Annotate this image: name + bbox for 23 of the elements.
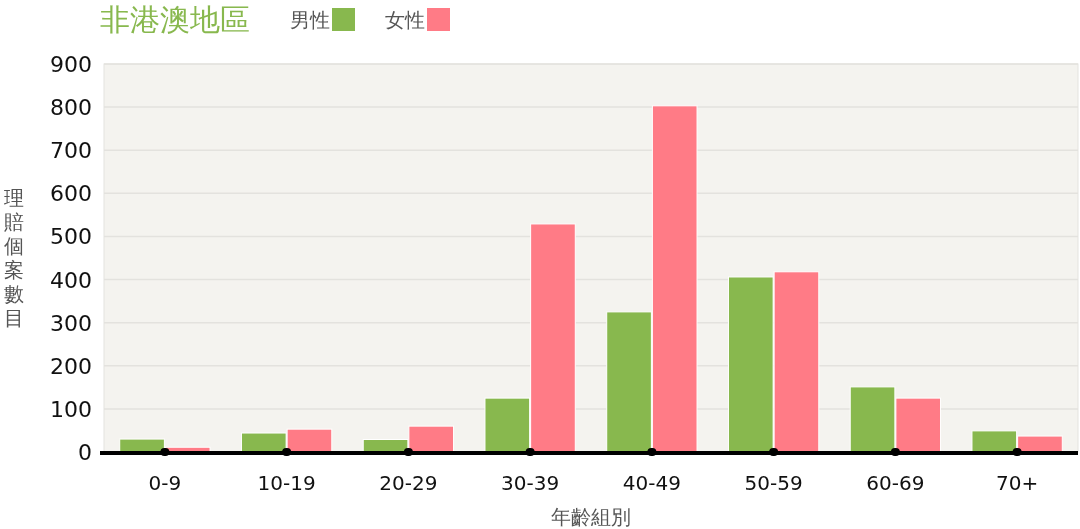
y-tick-label: 0 — [78, 440, 92, 465]
y-tick-label: 400 — [50, 267, 92, 293]
y-tick-label: 900 — [50, 52, 92, 77]
x-tick-label: 20-29 — [379, 471, 438, 495]
y-tick-label: 300 — [50, 310, 92, 336]
x-tick-label: 0-9 — [148, 471, 182, 495]
x-axis-title: 年齡組別 — [551, 505, 631, 529]
x-tick-label: 70+ — [996, 471, 1039, 495]
y-tick-label: 700 — [50, 138, 92, 164]
y-tick-label: 200 — [50, 353, 92, 379]
x-tick-label: 10-19 — [257, 471, 316, 495]
y-tick-label: 600 — [50, 181, 92, 207]
x-tick-label: 60-69 — [866, 471, 925, 495]
y-tick-label: 800 — [50, 95, 92, 121]
y-tick-label: 500 — [50, 224, 92, 250]
y-tick-label: 100 — [50, 396, 92, 422]
chart-title: 非港澳地區 — [100, 2, 250, 37]
legend-label: 男性 — [290, 8, 330, 32]
x-tick-label: 50-59 — [744, 471, 803, 495]
legend-label: 女性 — [385, 8, 425, 32]
x-tick-label: 30-39 — [501, 471, 560, 495]
x-tick-label: 40-49 — [622, 471, 681, 495]
y-axis-title: 理賠個案數目 — [4, 186, 24, 330]
